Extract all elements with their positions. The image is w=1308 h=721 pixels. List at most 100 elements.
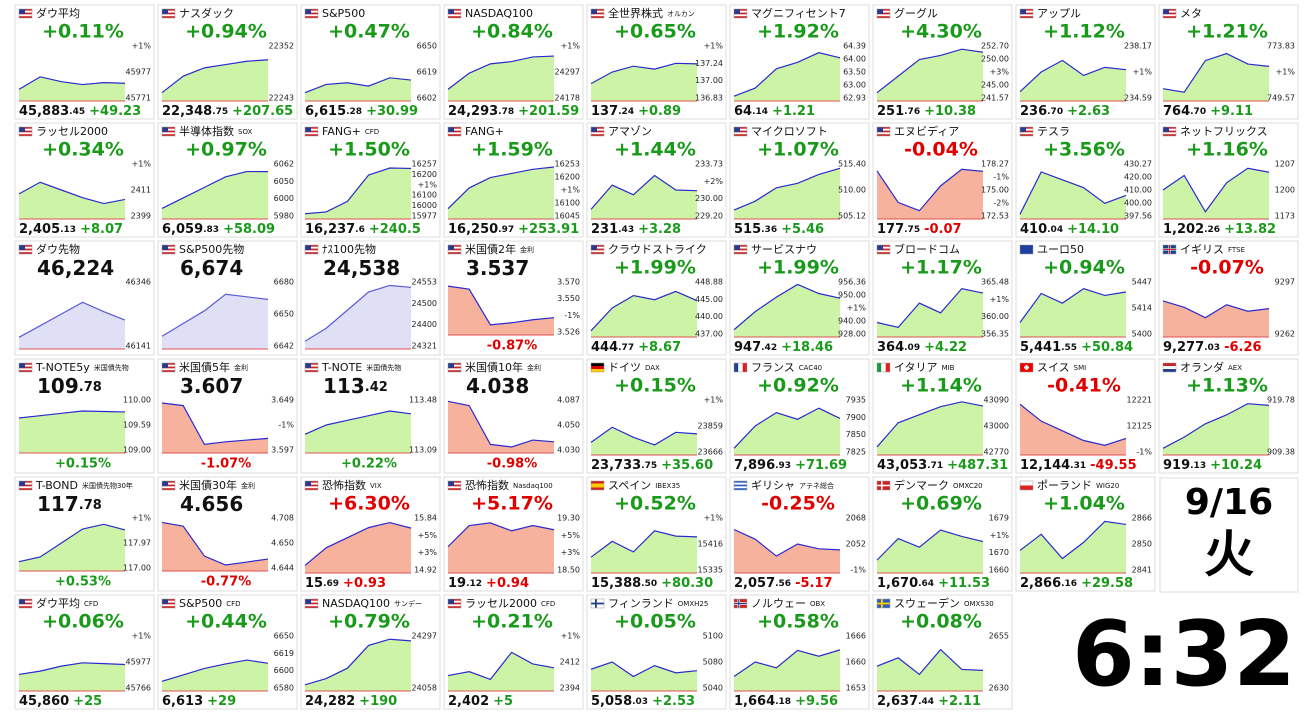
- price-decimals: .71: [927, 461, 943, 471]
- axis-label: 5100: [703, 632, 723, 641]
- axis-label: 63.00: [843, 81, 866, 90]
- price: 6,674: [180, 256, 243, 280]
- flag-part: [19, 246, 32, 249]
- price: 137.24 +0.89: [591, 104, 681, 119]
- axis-label: 5980: [274, 212, 294, 221]
- flag-part: [19, 128, 32, 131]
- tile-name: ラッセル2000: [36, 125, 108, 138]
- flag-part: [448, 128, 461, 131]
- flag-part: [305, 482, 318, 485]
- axis-label: 356.35: [981, 330, 1009, 339]
- price: 2,402 +5: [448, 694, 513, 709]
- flag-part: [881, 363, 886, 372]
- tile: アマゾン 233.73 +2% 230.00 229.20 +1.44% 231.43 +3.…: [586, 122, 727, 238]
- axis-label: 1666: [846, 632, 866, 641]
- axis-label: +1%: [418, 180, 438, 189]
- axis-label: 117.00: [123, 564, 151, 573]
- axis-label: 3.597: [271, 446, 294, 455]
- flag-part: [1020, 127, 1026, 132]
- price-main: 919: [1163, 458, 1190, 473]
- axis-label: 24297: [412, 632, 437, 641]
- flag-border: [590, 126, 605, 137]
- tile-name: 全世界株式: [608, 6, 663, 20]
- axis-label: 42770: [984, 448, 1009, 457]
- tile-title: サービスナウ: [751, 243, 817, 256]
- axis-label: 15977: [412, 212, 437, 221]
- axis-label: 110.00: [123, 396, 151, 405]
- flag-part: [162, 363, 175, 365]
- flag-part: [1163, 9, 1169, 14]
- axis-label: 175.00: [981, 186, 1009, 195]
- axis-label: 230.00: [695, 194, 723, 203]
- axis-label: +1%: [704, 42, 724, 51]
- price-main: 64: [734, 104, 752, 119]
- diff: +1.21: [772, 104, 815, 119]
- flag-part: [19, 248, 32, 251]
- price: 15.69 +0.93: [305, 576, 386, 591]
- change: -0.25%: [761, 493, 835, 515]
- price-main: 12,144: [1020, 458, 1070, 473]
- flag-border: [1019, 126, 1034, 137]
- line: [1019, 288, 1127, 323]
- axis-label: 15335: [698, 566, 723, 575]
- price-main: 3.537: [466, 256, 529, 280]
- flag-part: [742, 363, 747, 372]
- axis-label: 4.030: [557, 446, 580, 455]
- change: +1.12%: [1043, 21, 1125, 43]
- change: +0.22%: [341, 457, 397, 472]
- flag-border: [1019, 244, 1034, 255]
- axis-label: +1%: [704, 396, 724, 405]
- area: [734, 168, 840, 219]
- line: [590, 290, 698, 332]
- axis-label: 956.36: [838, 278, 866, 287]
- tile-name: フランス: [751, 361, 795, 374]
- tile-name: ギリシャ: [751, 479, 795, 492]
- tile: 米国債2年 金利 3.570 3.550 -1% 3.526 3.537 -0.87%: [443, 240, 584, 356]
- flag-border: [1162, 126, 1177, 137]
- tile-title: テスラ: [1037, 125, 1070, 138]
- flag-border: [18, 362, 33, 373]
- area: [19, 411, 125, 453]
- price: 5,058.03 +2.53: [591, 694, 695, 709]
- flag-part: [305, 488, 318, 490]
- flag-part: [162, 14, 175, 17]
- flag-border: [733, 598, 748, 609]
- price-main: 364: [877, 340, 904, 355]
- flag-part: [305, 9, 318, 11]
- axis-label: 24553: [412, 278, 437, 287]
- flag-part: [305, 134, 318, 136]
- tile-title: 米国債30年 金利: [179, 478, 255, 492]
- diff: +11.53: [938, 576, 990, 591]
- flag-part: [1020, 132, 1033, 135]
- change: +0.05%: [614, 611, 696, 633]
- tile-sub: OMXH25: [678, 600, 709, 608]
- tile: デンマーク OMXC20 1679 +1% 1670 1660 +0.69% 1,670.64…: [872, 476, 1013, 592]
- price-main: 6,674: [180, 256, 243, 280]
- price-decimals: .97: [498, 225, 514, 235]
- tile-sub: IBEX35: [655, 482, 680, 490]
- tile-title: ダウ平均 CFD: [36, 596, 98, 610]
- price: 231.43 +3.28: [591, 222, 681, 237]
- flag-part: [19, 370, 32, 372]
- tile-sub: SMI: [1074, 364, 1087, 372]
- flag-part: [1163, 12, 1176, 15]
- flag-part: [162, 127, 168, 132]
- area: [1163, 53, 1269, 101]
- axis-label: -1%: [1136, 448, 1152, 457]
- axis-label: 515.40: [838, 160, 866, 169]
- axis-label: 400.00: [1124, 199, 1152, 208]
- flag-part: [305, 252, 318, 254]
- price: 16,250.97 +253.91: [448, 222, 579, 237]
- axis-label: +3%: [561, 548, 581, 557]
- tile-title: ノルウェー OBX: [751, 597, 825, 610]
- price: 117.78: [37, 492, 102, 516]
- line: [1019, 171, 1127, 215]
- tile-name: S&P500先物: [179, 242, 244, 256]
- flag-border: [161, 244, 176, 255]
- flag-part: [734, 127, 740, 132]
- flag-part: [1163, 127, 1176, 129]
- change: +0.92%: [757, 375, 839, 397]
- line: [1019, 59, 1127, 93]
- flag-part: [591, 250, 604, 253]
